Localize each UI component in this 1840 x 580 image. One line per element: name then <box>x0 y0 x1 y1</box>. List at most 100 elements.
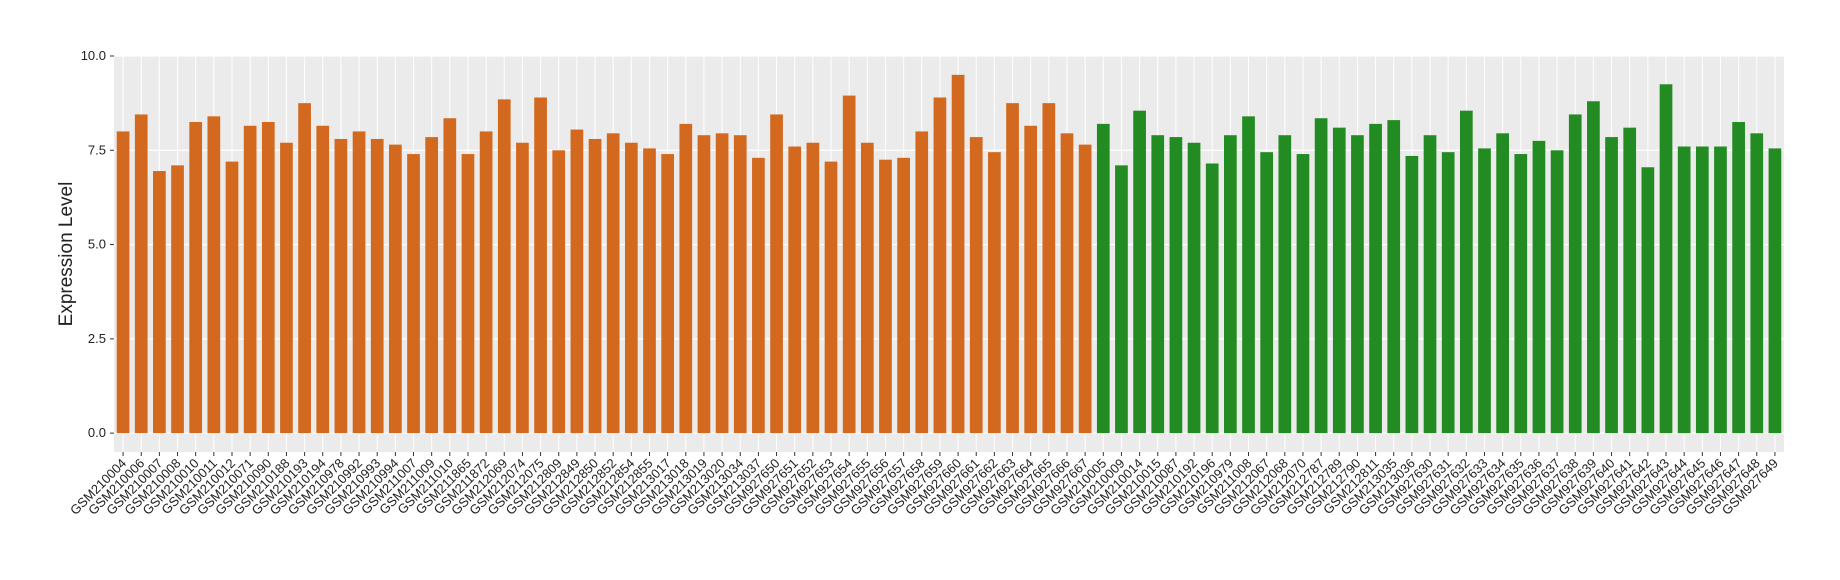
bar <box>1405 155 1419 434</box>
bar <box>552 150 566 434</box>
bar <box>1332 127 1346 434</box>
bar <box>1187 142 1201 434</box>
bar <box>1423 135 1437 434</box>
bar <box>570 129 584 434</box>
bar <box>479 131 493 434</box>
bar <box>697 135 711 434</box>
bar <box>1006 103 1019 434</box>
bar <box>661 154 674 434</box>
bar <box>1296 154 1310 434</box>
bar <box>1314 118 1328 434</box>
bar <box>788 146 802 434</box>
bar <box>1042 103 1056 434</box>
bar <box>1169 137 1183 434</box>
bar <box>1641 167 1655 434</box>
bar <box>1278 135 1292 434</box>
bar <box>1351 135 1364 434</box>
bar <box>1750 133 1764 434</box>
bar <box>951 74 965 434</box>
y-tick-label: 2.5 <box>88 331 106 346</box>
bar <box>334 138 348 434</box>
bar <box>280 142 293 434</box>
bar <box>770 114 783 434</box>
bar <box>624 142 638 434</box>
bar <box>752 157 765 434</box>
bar <box>915 131 929 434</box>
bar <box>243 125 257 434</box>
bar <box>715 133 729 434</box>
bar <box>1369 123 1382 434</box>
bar <box>988 152 1001 434</box>
bar <box>1096 123 1110 434</box>
bar <box>606 133 620 434</box>
bar <box>1115 165 1128 434</box>
bar <box>116 131 130 434</box>
bar <box>679 123 693 434</box>
bar <box>1459 110 1473 434</box>
bar <box>1550 150 1564 434</box>
bar <box>134 114 148 434</box>
bar <box>1205 163 1219 434</box>
bar <box>806 142 820 434</box>
bar <box>1151 135 1165 434</box>
bar <box>1568 114 1582 434</box>
bar <box>1695 146 1709 434</box>
bar <box>969 137 983 434</box>
bar <box>1260 152 1274 434</box>
y-axis-label: Expression Level <box>56 182 77 327</box>
bar <box>261 122 275 434</box>
bar <box>588 138 602 434</box>
bar <box>897 157 910 434</box>
y-tick-label: 5.0 <box>88 237 106 252</box>
bar <box>1478 148 1491 434</box>
bar <box>497 99 511 434</box>
bar <box>1133 110 1146 434</box>
bar <box>824 161 838 434</box>
bar <box>534 97 547 434</box>
bar <box>1441 152 1455 434</box>
bar <box>1659 84 1673 434</box>
bar <box>1060 133 1074 434</box>
y-tick-label: 10.0 <box>81 48 106 63</box>
bar <box>1532 140 1546 434</box>
bar <box>171 165 184 434</box>
bar <box>643 148 656 434</box>
bar <box>1605 137 1618 434</box>
y-tick-label: 0.0 <box>88 425 106 440</box>
bar <box>1623 127 1637 434</box>
bar <box>1224 135 1237 434</box>
bar <box>1768 148 1782 434</box>
bar <box>1514 154 1528 434</box>
bar <box>370 138 384 434</box>
bar <box>298 103 311 434</box>
bar <box>461 154 475 434</box>
bar <box>842 95 856 434</box>
bar <box>189 122 203 434</box>
bar <box>1732 122 1745 434</box>
y-tick-label: 7.5 <box>88 142 106 157</box>
bar <box>1714 146 1727 434</box>
bar <box>1024 125 1038 434</box>
bar <box>733 135 747 434</box>
bar <box>879 159 892 434</box>
bar <box>425 137 439 434</box>
bar <box>316 125 330 434</box>
bar <box>933 97 947 434</box>
bar <box>860 142 874 434</box>
bar <box>1242 116 1255 434</box>
bar <box>1078 144 1092 434</box>
bar <box>1677 146 1691 434</box>
bar <box>1496 133 1509 434</box>
bar <box>516 142 529 434</box>
bar <box>225 161 239 434</box>
bar <box>352 131 366 434</box>
bar <box>389 144 402 434</box>
bar <box>443 118 457 434</box>
bar <box>207 116 221 434</box>
bar <box>407 154 420 434</box>
bar <box>1587 101 1600 434</box>
bar <box>153 171 166 434</box>
bar <box>1387 120 1401 434</box>
